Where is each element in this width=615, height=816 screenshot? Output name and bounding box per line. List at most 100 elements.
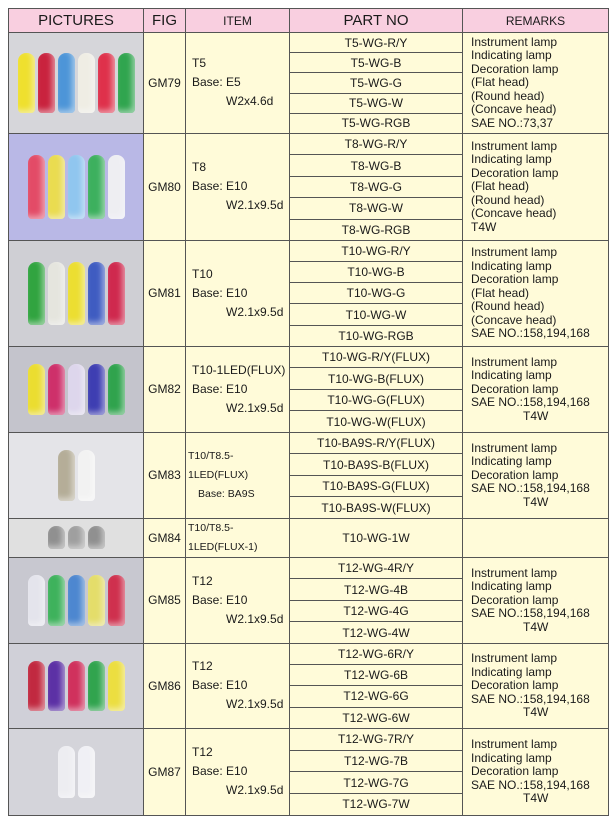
remark-line: Indicating lamp [471, 454, 552, 469]
part-number: T10-WG-B(FLUX) [289, 367, 463, 390]
item-line: Base: BA9S [198, 487, 255, 500]
bulbs-image [10, 729, 143, 814]
remark-line: Instrument lamp [471, 565, 558, 580]
bulb-icon [117, 52, 135, 113]
table-row: T8-WG-W [9, 197, 609, 220]
header-remarks: REMARKS [462, 8, 609, 33]
remark-line: Decoration lamp [471, 61, 559, 76]
table-row: T12-WG-4G [9, 599, 609, 623]
item-line: Base: E10 [192, 592, 248, 607]
part-number: T8-WG-R/Y [289, 132, 463, 156]
product-picture [8, 132, 144, 241]
remark-line: SAE NO.:158,194,168 [471, 777, 590, 792]
part-number: T10-WG-W [289, 303, 463, 326]
fig-cell: GM87 [143, 727, 186, 816]
item-line: Base: E10 [192, 179, 248, 194]
bulb-icon [87, 660, 105, 712]
part-number: T10-BA9S-R/Y(FLUX) [289, 431, 463, 455]
product-picture [8, 345, 144, 433]
remark-line: (Flat head) [471, 285, 530, 300]
item-line: T5 [192, 56, 207, 71]
header-fig: FIG [143, 8, 186, 33]
table-row: T5-WG-W [9, 92, 609, 114]
table-row: GM79 T5 Base: E5 W2x4.6d T5-WG-R/Y Instrument… [8, 31, 609, 134]
remark-line: Instrument lamp [471, 354, 558, 369]
item-line: W2.1x9.5d [226, 783, 284, 798]
table-row: T5-WG-G [9, 72, 609, 94]
bulb-icon [47, 660, 65, 712]
part-number: T12-WG-6R/Y [289, 642, 463, 666]
part-number: T12-WG-4R/Y [289, 556, 463, 580]
remark-line: T4W [471, 219, 497, 234]
part-number: T10-WG-R/Y(FLUX) [289, 345, 463, 369]
table-row: GM85 T12 Base: E10 W2.1x9.5d T12-WG-4R/Y Inst… [8, 556, 609, 644]
bulb-icon [47, 261, 65, 325]
bulb-icon [77, 449, 95, 501]
item-line: W2.1x9.5d [226, 697, 284, 712]
part-number: T12-WG-4G [289, 599, 463, 623]
remark-line: Instrument lamp [471, 138, 558, 153]
bulb-icon [87, 526, 105, 550]
table-row: GM84 T10/T8.5-1LED(FLUX-1) T10-WG-1W [8, 517, 609, 558]
bulb-icon [27, 660, 45, 712]
item-line: W2.1x9.5d [226, 611, 284, 626]
part-number: T8-WG-W [289, 197, 463, 220]
item-line: W2x4.6d [226, 94, 274, 109]
bulb-icon [67, 363, 85, 415]
part-number: T5-WG-R/Y [289, 31, 463, 54]
product-picture [8, 431, 144, 519]
part-number: T12-WG-6G [289, 685, 463, 708]
part-number: T10-WG-1W [289, 517, 463, 558]
fig-cell: GM83 [143, 431, 186, 519]
part-number: T5-WG-B [289, 52, 463, 74]
bulb-icon [77, 746, 95, 798]
remark-line: Indicating lamp [471, 664, 552, 679]
part-number: T12-WG-6W [289, 706, 463, 729]
bulbs-image [10, 433, 143, 517]
header-pictures: PICTURES [8, 8, 144, 33]
bulbs-image [10, 519, 143, 556]
bulbs-image [10, 347, 143, 431]
bulb-icon [47, 155, 65, 219]
item-cell: T12 Base: E10 W2.1x9.5d [185, 727, 290, 816]
item-line: W2.1x9.5d [226, 198, 284, 213]
remarks-cell [462, 517, 609, 558]
table-row: T12-WG-7B [9, 749, 609, 773]
bulb-icon [67, 526, 85, 550]
bulb-icon [27, 574, 45, 626]
fig-cell: GM84 [143, 517, 186, 558]
fig-cell: GM79 [143, 32, 186, 134]
item-line: T8 [192, 160, 207, 175]
table-row: GM80 T8 Base: E10 W2.1x9.5d T8-WG-R/Y Instrum… [8, 132, 609, 241]
bulb-icon [27, 363, 45, 415]
table-row: T10-WG-RGB [9, 324, 609, 347]
remark-line: T4W [523, 619, 549, 634]
remark-line: Instrument lamp [471, 737, 558, 752]
fig-cell: GM85 [143, 556, 186, 644]
item-cell: T10/T8.5-1LED(FLUX) Base: BA9S [185, 431, 290, 519]
remark-line: SAE NO.:158,194,168 [471, 481, 590, 496]
bulb-icon [67, 574, 85, 626]
remark-line: Decoration lamp [471, 592, 559, 607]
remark-line: T4W [523, 705, 549, 720]
bulb-icon [67, 155, 85, 219]
product-picture [8, 32, 144, 134]
remark-line: Indicating lamp [471, 152, 552, 167]
table-row: T5-WG-B [9, 52, 609, 74]
table-row: GM81 T10 Base: E10 W2.1x9.5d T10-WG-R/Y Instr… [8, 239, 609, 347]
item-line: T12 [192, 659, 213, 674]
item-line: W2.1x9.5d [226, 304, 284, 319]
item-line: T10 [192, 266, 213, 281]
part-number: T5-WG-W [289, 92, 463, 114]
remark-line: T4W [523, 791, 549, 806]
remark-line: Instrument lamp [471, 651, 558, 666]
remarks-cell: Instrument lamp Indicating lamp Decoration… [462, 345, 609, 433]
item-line: Base: E5 [192, 75, 241, 90]
table-row: T8-WG-G [9, 175, 609, 199]
bulb-icon [27, 155, 45, 219]
part-number: T10-BA9S-W(FLUX) [289, 496, 463, 519]
part-number: T10-BA9S-B(FLUX) [289, 453, 463, 476]
table-row: T10-WG-W [9, 303, 609, 326]
fig-cell: GM86 [143, 642, 186, 729]
remark-line: Indicating lamp [471, 258, 552, 273]
